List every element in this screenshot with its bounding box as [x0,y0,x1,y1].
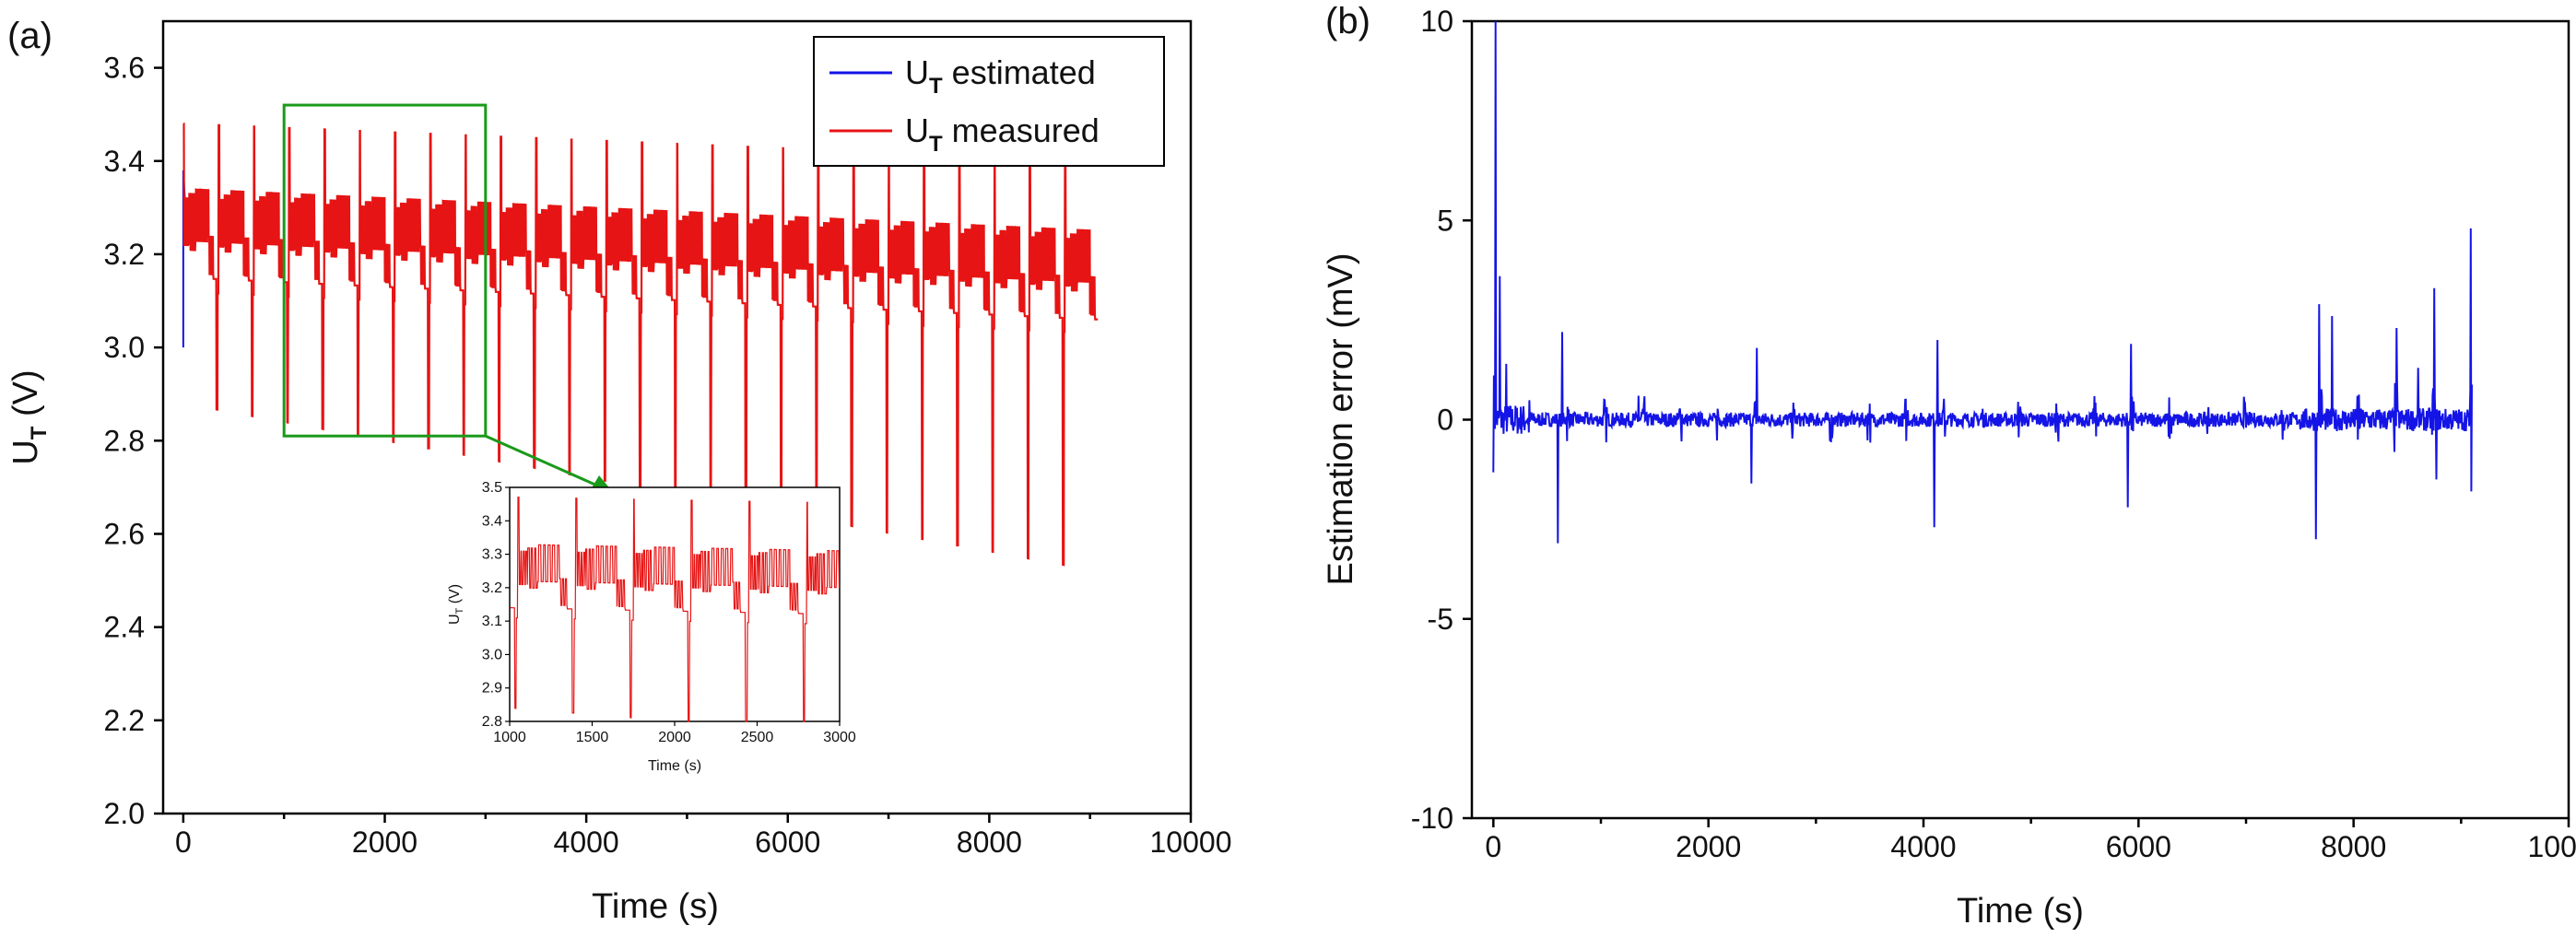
inset-y-tick-label: 3.4 [482,513,502,529]
legend: UT estimated UT measured [813,36,1165,167]
panel-b-y-ticks: -10 -5 0 5 10 [1411,5,1472,835]
panel-b-label: (b) [1325,1,1370,41]
panel-b-x-ticks: 0 2000 4000 6000 8000 10000 [1485,818,2576,863]
legend-estimated-sub: T [929,74,943,99]
inset-x-tick-label: 1500 [576,730,609,745]
panel-b-x-tick-label: 4000 [1890,830,1956,863]
panel-a-y-tick-label: 3.0 [104,331,145,364]
panel-a-y-tick-label: 2.2 [104,704,145,737]
inset-y-title-main: U [447,614,463,625]
panel-b-x-tick-label: 0 [1485,830,1501,863]
inset-y-ticks: 2.8 2.9 3.0 3.1 3.2 3.3 3.4 3.5 [482,480,510,730]
zoom-box [282,103,488,438]
legend-label-estimated: UT estimated [905,53,1096,99]
panel-a-x-tick-label: 6000 [755,826,820,859]
series-estimation-error-line [1492,20,2473,544]
panel-b-y-title: Estimation error (mV) [1322,252,1360,585]
panel-b-y-tick-label: -5 [1428,603,1453,636]
inset-y-title-sub: T [454,607,465,614]
inset-chart: 2.8 2.9 3.0 3.1 3.2 3.3 3.4 3.5 1000 1500 2000 250… [447,480,856,774]
inset-x-tick-label: 2000 [658,730,691,745]
inset-x-tick-label: 3000 [823,730,856,745]
panel-b-x-tick-label: 8000 [2321,830,2386,863]
panel-a-y-tick-label: 2.6 [104,517,145,550]
panel-a-y-tick-label: 2.8 [104,424,145,457]
panel-a-x-tick-label: 10000 [1150,826,1232,859]
legend-measured-rest: measured [943,111,1100,149]
legend-label-measured: UT measured [905,111,1100,157]
panel-a-y-ticks: 2.0 2.2 2.4 2.6 2.8 3.0 3.2 3.4 3.6 [104,52,163,830]
panel-a-y-tick-label: 2.4 [104,611,145,644]
panel-b-x-title: Time (s) [1957,892,2084,931]
legend-estimated-main: U [905,53,929,91]
inset-x-tick-label: 1000 [493,730,526,745]
panel-a-x-ticks: 0 2000 4000 6000 8000 10000 [175,814,1232,859]
legend-measured-main: U [905,111,929,149]
panel-a-y-tick-label: 3.4 [104,145,145,178]
inset-y-title: UT (V) [447,584,465,625]
inset-measured-line [510,496,841,722]
panel-a-x-title: Time (s) [592,887,719,926]
inset-y-tick-label: 3.3 [482,547,502,563]
legend-estimated-rest: estimated [943,53,1096,91]
inset-y-tick-label: 3.1 [482,614,502,629]
panel-a-plot-frame [161,19,1193,815]
panel-b-y-tick-label: 5 [1437,204,1453,237]
legend-box [813,36,1165,167]
panel-a-y-tick-label: 2.0 [104,797,145,830]
panel-b-y-tick-label: 10 [1420,5,1453,38]
inset-y-tick-label: 3.0 [482,647,502,662]
inset-x-title: Time (s) [648,758,701,774]
panel-b-series [1492,20,2473,544]
panel-a-y-title-unit: (V) [6,369,45,426]
panel-a-x-tick-label: 2000 [352,826,418,859]
panel-b-y-tick-label: -10 [1411,802,1453,835]
panel-b-x-tick-label: 10000 [2528,830,2576,863]
panel-b-y-tick-label: 0 [1437,404,1453,437]
panel-a-y-title-main: U [6,439,45,464]
legend-measured-sub: T [929,132,943,157]
panel-a-y-tick-label: 3.6 [104,52,145,85]
panel-b-x-tick-label: 2000 [1676,830,1741,863]
inset-y-tick-label: 3.5 [482,480,502,496]
inset-y-tick-label: 2.8 [482,714,502,730]
panel-a-label: (a) [7,16,53,56]
panel-a-x-tick-label: 8000 [957,826,1022,859]
inset-y-tick-label: 3.2 [482,580,502,596]
panel-a-y-tick-label: 3.2 [104,238,145,271]
zoom-arrow [485,434,598,487]
inset-x-tick-label: 2500 [741,730,774,745]
panel-a: (a) 2.0 2.2 2.4 2.6 2.8 3.0 3.2 3.4 3.6 0 2000 400… [6,16,1231,926]
panel-b: (b) -10 -5 0 5 10 0 2000 4000 6000 8000 10000 Tim… [1322,1,2576,931]
inset-y-title-unit: (V) [447,584,463,608]
inset-y-tick-label: 2.9 [482,681,502,697]
inset-series [510,496,841,722]
panel-a-y-title: UT (V) [6,369,52,464]
panel-a-x-tick-label: 0 [175,826,192,859]
panel-b-x-tick-label: 6000 [2106,830,2171,863]
panel-a-x-tick-label: 4000 [554,826,619,859]
inset-x-ticks: 1000 1500 2000 2500 3000 [493,721,856,745]
panel-a-y-title-sub: T [27,426,52,439]
